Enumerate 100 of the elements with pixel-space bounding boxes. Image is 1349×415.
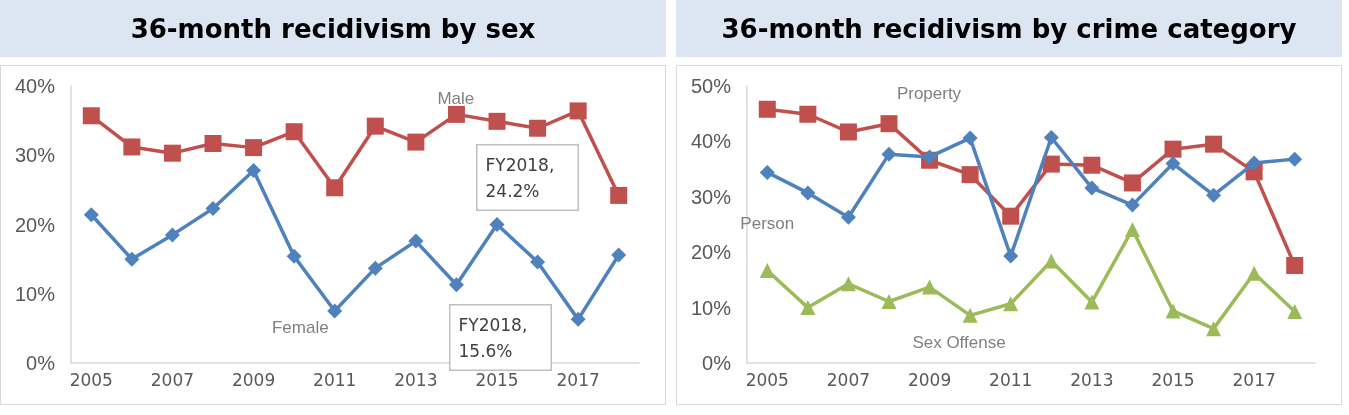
point: [962, 130, 978, 146]
point: [205, 201, 221, 217]
series-label: Female: [271, 317, 329, 337]
point: [1164, 140, 1182, 158]
point: [800, 300, 816, 316]
point: [83, 207, 99, 223]
y-tick-label: 20%: [690, 241, 732, 264]
point: [286, 248, 302, 264]
point: [82, 107, 100, 125]
point: [407, 133, 425, 151]
x-tick-label: 2005: [69, 369, 113, 390]
point: [489, 217, 505, 232]
point: [1042, 155, 1060, 173]
point: [204, 134, 222, 152]
point: [246, 162, 262, 178]
point: [922, 149, 938, 165]
point: [1287, 151, 1303, 167]
series-label: Property: [896, 84, 962, 104]
point: [961, 166, 979, 184]
point: [245, 139, 263, 157]
point: [1043, 253, 1059, 269]
series-label: Sex Offense: [912, 333, 1006, 353]
chart-title: 36-month recidivism by sex: [0, 0, 666, 57]
series-label: Person: [740, 213, 795, 233]
point: [1124, 221, 1140, 237]
point: [164, 227, 180, 243]
y-tick-label: 50%: [690, 75, 732, 97]
point: [1002, 207, 1020, 225]
point: [1286, 257, 1304, 274]
point: [1124, 197, 1140, 213]
x-tick-label: 2011: [989, 369, 1033, 390]
point: [529, 119, 547, 137]
point: [1205, 135, 1223, 153]
point: [1084, 180, 1100, 196]
point: [922, 279, 938, 295]
x-tick-label: 2011: [313, 369, 357, 390]
point: [610, 186, 628, 204]
point: [1083, 156, 1101, 174]
point: [1084, 294, 1100, 310]
point: [488, 112, 506, 130]
point: [840, 209, 856, 225]
point: [839, 123, 857, 141]
point: [367, 260, 383, 276]
point: [1206, 321, 1222, 337]
x-tick-label: 2017: [556, 369, 600, 390]
point: [163, 144, 181, 162]
point: [1165, 303, 1181, 319]
point: [1287, 303, 1303, 319]
point: [447, 105, 465, 123]
point: [570, 311, 586, 327]
point: [327, 303, 343, 319]
point: [840, 276, 856, 292]
y-tick-label: 10%: [690, 296, 732, 319]
point: [1003, 296, 1019, 312]
point: [881, 146, 897, 162]
point: [124, 251, 140, 267]
point: [326, 179, 344, 197]
point: [880, 115, 898, 133]
point: [881, 294, 897, 310]
x-tick-label: 2007: [150, 369, 195, 390]
point: [800, 185, 816, 201]
point: [962, 307, 978, 323]
point: [1123, 174, 1141, 192]
y-tick-label: 40%: [14, 75, 56, 97]
annotation: FY2018, 15.6%: [458, 314, 533, 361]
point: [759, 262, 775, 278]
x-tick-label: 2013: [394, 369, 438, 390]
x-tick-label: 2009: [907, 369, 952, 390]
point: [366, 117, 384, 135]
x-tick-label: 2007: [826, 369, 871, 390]
x-tick-label: 2017: [1232, 369, 1276, 390]
point: [758, 100, 776, 118]
point: [1003, 248, 1019, 264]
y-tick-label: 40%: [690, 130, 732, 153]
point: [799, 105, 817, 123]
point: [1165, 156, 1181, 172]
x-tick-label: 2015: [1151, 369, 1195, 390]
series-label: Male: [437, 88, 475, 108]
annotation: FY2018, 24.2%: [485, 154, 560, 201]
point: [123, 138, 141, 156]
point: [569, 102, 587, 120]
y-tick-label: 30%: [690, 185, 732, 208]
point: [759, 164, 775, 180]
y-tick-label: 0%: [26, 352, 56, 374]
point: [1246, 265, 1262, 281]
y-tick-label: 30%: [14, 144, 56, 167]
chart-title: 36-month recidivism by crime category: [676, 0, 1342, 57]
point: [530, 254, 546, 270]
y-tick-label: 10%: [14, 282, 56, 305]
point: [1043, 130, 1059, 146]
x-tick-label: 2005: [745, 369, 789, 390]
point: [408, 233, 424, 249]
y-tick-label: 20%: [14, 213, 56, 236]
point: [448, 277, 464, 293]
y-tick-label: 0%: [702, 352, 732, 374]
x-tick-label: 2015: [475, 369, 519, 390]
x-tick-label: 2013: [1070, 369, 1114, 390]
point: [285, 123, 303, 141]
point: [1206, 187, 1222, 203]
point: [1246, 155, 1262, 171]
